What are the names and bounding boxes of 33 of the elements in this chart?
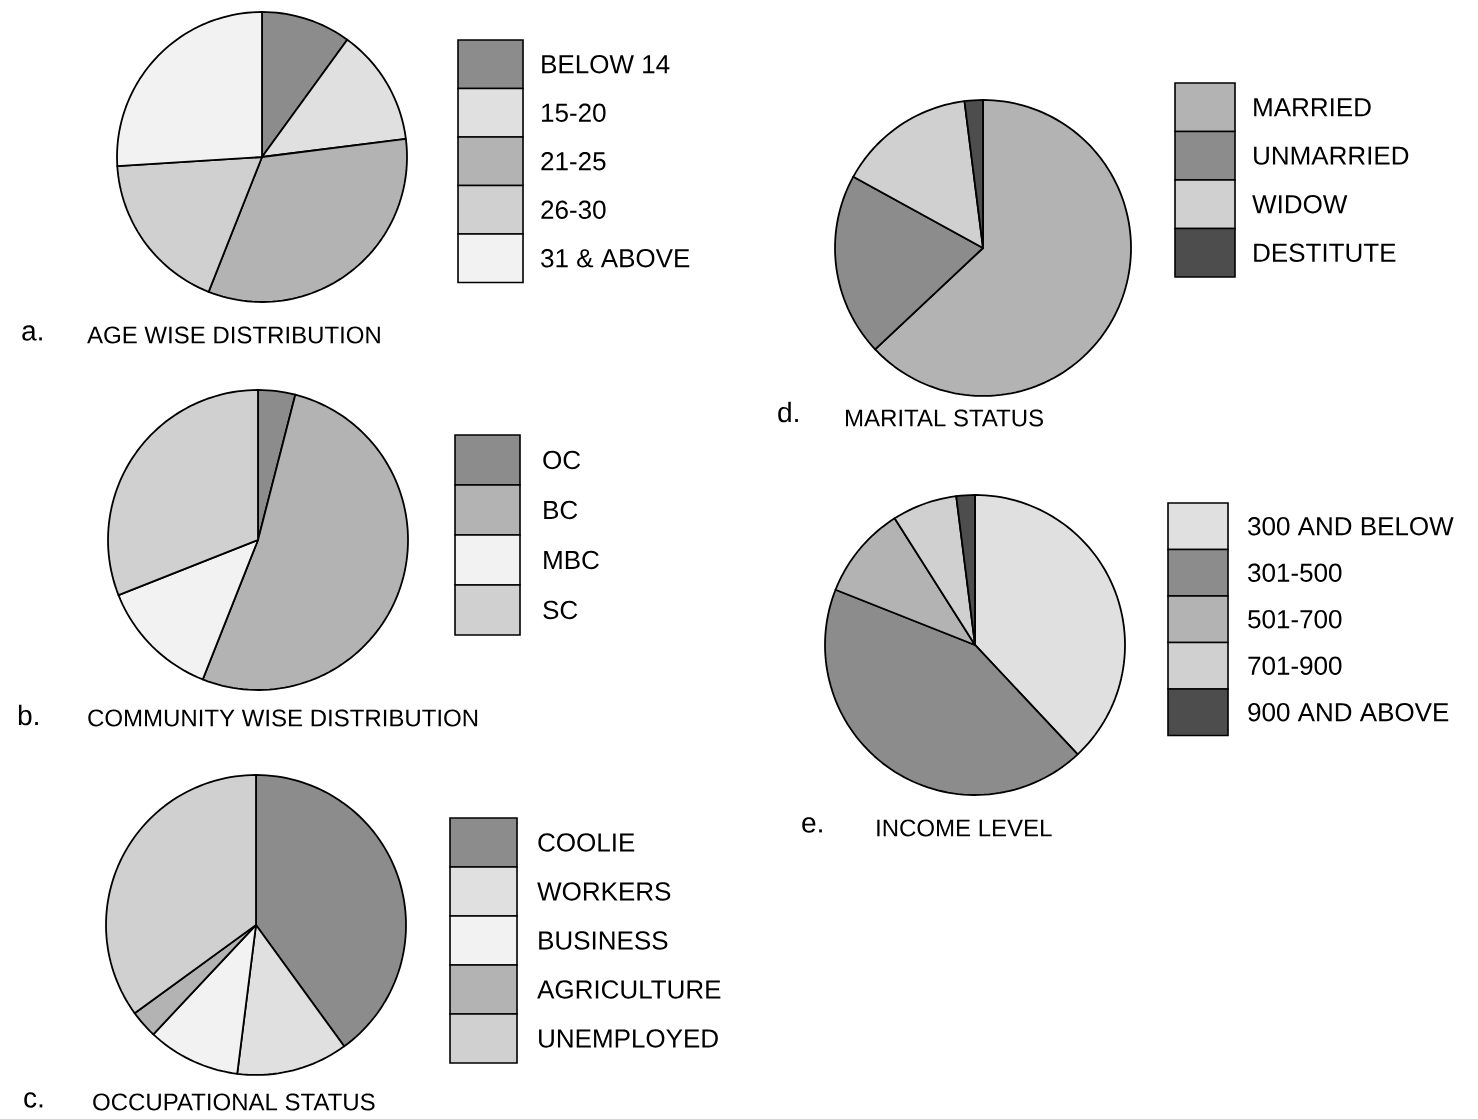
legend-label: 21-25	[541, 152, 606, 171]
legend-label: 701-900	[1248, 656, 1342, 675]
legend-label: WIDOW	[1252, 195, 1348, 214]
legend-label: BELOW 14	[542, 55, 670, 74]
text: OCCUPATIONAL STATUS	[93, 1093, 375, 1111]
legend-label: 501-700	[1248, 610, 1342, 629]
legend-label: 300 AND BELOW	[1248, 517, 1454, 536]
text: a.	[22, 325, 42, 341]
text: COMMUNITY WISE DISTRIBUTION	[88, 709, 478, 727]
legend-label: OC	[543, 450, 581, 470]
legend-label: 31 & ABOVE	[541, 249, 690, 268]
legend-label: DESTITUTE	[1254, 243, 1396, 262]
text: d.	[778, 401, 798, 423]
legend-label: MARRIED	[1254, 98, 1371, 117]
text: AGE WISE DISTRIBUTION	[87, 326, 380, 344]
legend-label: 15-20	[542, 103, 606, 122]
legend-label: 900 AND ABOVE	[1248, 703, 1449, 722]
legend-label: 26-30	[541, 200, 606, 219]
legend-label: 301-500	[1248, 563, 1342, 582]
legend-label: MBC	[544, 550, 599, 570]
text: e.	[802, 817, 822, 833]
text: INCOME LEVEL	[877, 819, 1052, 837]
legend-label: AGRICULTURE	[537, 980, 721, 999]
legend-label: BC	[544, 500, 578, 520]
legend-label: COOLIE	[538, 833, 635, 852]
text: b.	[18, 704, 38, 726]
legend-label: UNMARRIED	[1254, 146, 1409, 165]
legend-label: UNEMPLOYED	[539, 1029, 718, 1048]
legend-label: SC	[543, 600, 578, 620]
text: MARITAL STATUS	[846, 409, 1043, 427]
text: c.	[24, 1092, 43, 1108]
legend-label: BUSINESS	[539, 931, 668, 950]
legend-label: WORKERS	[537, 882, 671, 901]
